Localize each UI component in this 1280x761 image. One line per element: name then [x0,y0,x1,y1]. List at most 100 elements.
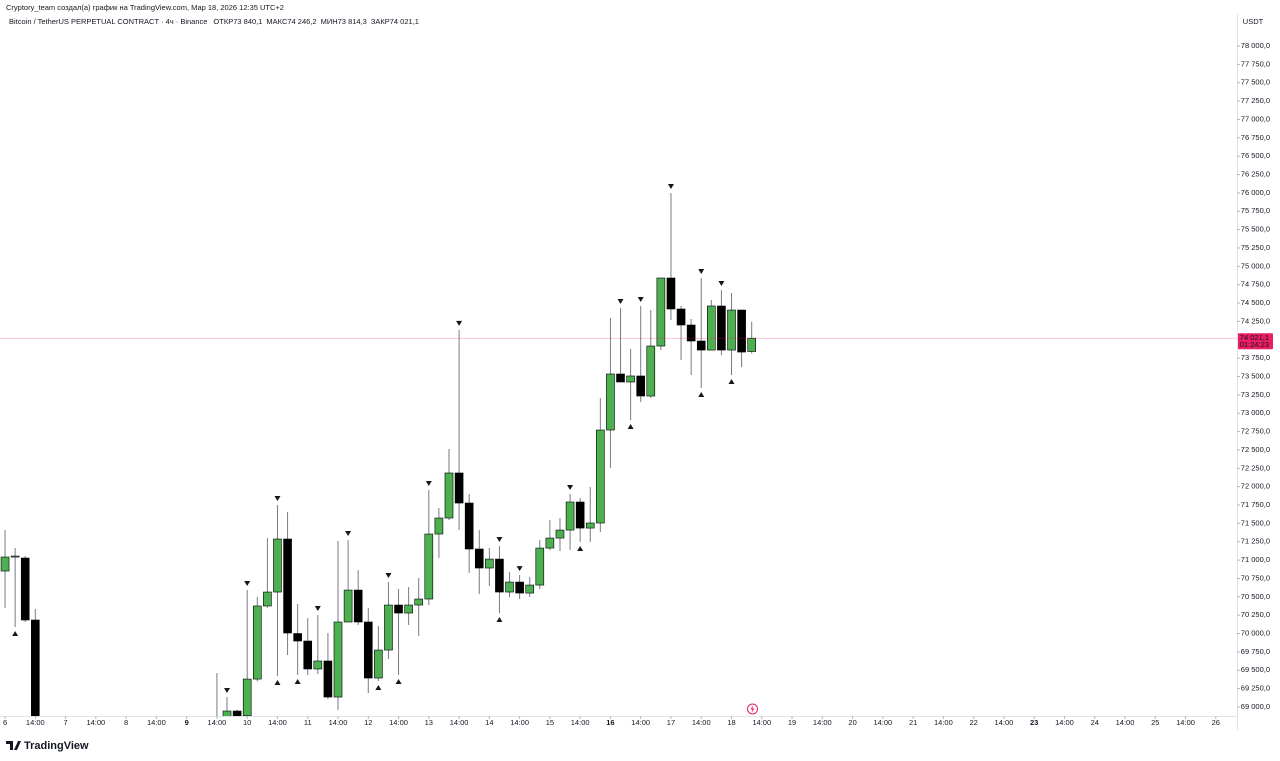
y-tick-label: 69 500,0 [1241,665,1270,674]
fractal-low [395,679,402,685]
x-tick-label: 17 [667,718,675,727]
candle-body [505,581,514,593]
fractal-high [496,536,503,542]
countdown: 01:24:23 [1240,340,1269,349]
x-tick-label: 14 [485,718,493,727]
candle-body [495,558,504,593]
symbol: Bitcoin / TetherUS PERPETUAL CONTRACT · … [9,17,207,26]
y-tick-label: 70 750,0 [1241,573,1270,582]
x-tick-label: 14:00 [934,718,953,727]
y-tick-label: 77 750,0 [1241,59,1270,68]
x-tick-label: 9 [185,718,189,727]
y-tick-label: 76 250,0 [1241,170,1270,179]
y-tick-label: 72 000,0 [1241,482,1270,491]
y-tick-label: 71 250,0 [1241,537,1270,546]
fractal-high [718,280,725,286]
x-tick-label: 11 [304,718,312,727]
fractal-low [375,685,382,691]
candle-body [454,472,464,504]
candle-body [575,501,585,529]
x-tick-label: 19 [788,718,796,727]
x-tick-label: 12 [364,718,372,727]
y-tick-label: 71 000,0 [1241,555,1270,564]
y-tick-label: 76 750,0 [1241,133,1270,142]
y-tick-label: 78 000,0 [1241,41,1270,50]
y-tick-label: 76 500,0 [1241,151,1270,160]
y-tick-label: 72 750,0 [1241,427,1270,436]
candle-body [676,308,686,326]
candle-body [384,604,393,651]
x-tick-label: 14:00 [692,718,711,727]
x-tick-label: 14:00 [268,718,287,727]
alert-circle[interactable] [747,703,758,715]
y-tick-label: 74 250,0 [1241,316,1270,325]
y-tick-label: 73 000,0 [1241,408,1270,417]
fractal-high [698,269,705,275]
candle-body [273,538,282,593]
y-tick-label: 75 000,0 [1241,261,1270,270]
fractal-low [698,392,705,398]
candle-body [707,305,716,351]
y-tick-label: 77 000,0 [1241,114,1270,123]
candle-body [464,502,474,550]
legend-value: 74 021,1 [390,17,419,26]
alert-icon[interactable] [747,703,758,715]
fractal-high [274,496,281,502]
candle-body [414,598,424,606]
y-tick-label: 71 750,0 [1241,500,1270,509]
x-tick-label: 10 [243,718,251,727]
x-tick-label: 14:00 [208,718,227,727]
candle-body [232,710,242,716]
candle-body [565,501,575,531]
y-tick-label: 75 500,0 [1241,225,1270,234]
y-tick-label: 71 500,0 [1241,518,1270,527]
y-tick-label: 75 750,0 [1241,206,1270,215]
x-tick-label: 8 [124,718,128,727]
candle-body [525,584,535,594]
x-tick-label: 14:00 [571,718,590,727]
fractal-high [637,296,644,302]
candle-body [636,375,645,397]
candle-body [252,605,262,680]
candle-body [434,517,444,535]
fractal-high [425,481,432,487]
y-tick-label: 69 250,0 [1241,684,1270,693]
fractal-low [274,680,281,686]
x-tick-label: 26 [1212,718,1220,727]
legend-value: 73 814,3 [338,17,367,26]
candle-body [363,621,373,679]
y-tick-label: 72 250,0 [1241,463,1270,472]
fractal-low [627,424,634,430]
last-price-box [1238,333,1273,350]
candle-body [747,337,756,352]
y-tick-label: 77 500,0 [1241,78,1270,87]
alert-bolt[interactable] [750,705,755,714]
x-tick-label: 25 [1151,718,1159,727]
candle-body [626,375,635,383]
x-tick-label: 14:00 [86,718,105,727]
last-price-label: 74 021,1 [1240,333,1269,342]
candle-body [616,373,625,383]
x-tick-label: 14:00 [329,718,348,727]
fractal-high [345,531,352,537]
x-tick-label: 24 [1091,718,1099,727]
candle-body [606,373,615,431]
legend-value: 74 246,2 [287,17,316,26]
x-tick-label: 14:00 [389,718,408,727]
candle-body [242,678,252,716]
candle-body [10,555,20,558]
y-tick-label: 69 750,0 [1241,647,1270,656]
y-tick-label: 69 000,0 [1241,702,1270,711]
x-tick-label: 14:00 [1055,718,1074,727]
candle-body [394,604,403,614]
candle-body [374,649,383,679]
candle-body [717,305,726,351]
candle-body [0,556,10,572]
x-tick-label: 22 [969,718,977,727]
candle-body [646,345,656,397]
plot [0,184,756,716]
legend-value: 73 840,1 [233,17,262,26]
legend-name: ЗАКР [371,17,390,26]
candle-body [474,548,484,569]
y-tick-label: 72 500,0 [1241,445,1270,454]
